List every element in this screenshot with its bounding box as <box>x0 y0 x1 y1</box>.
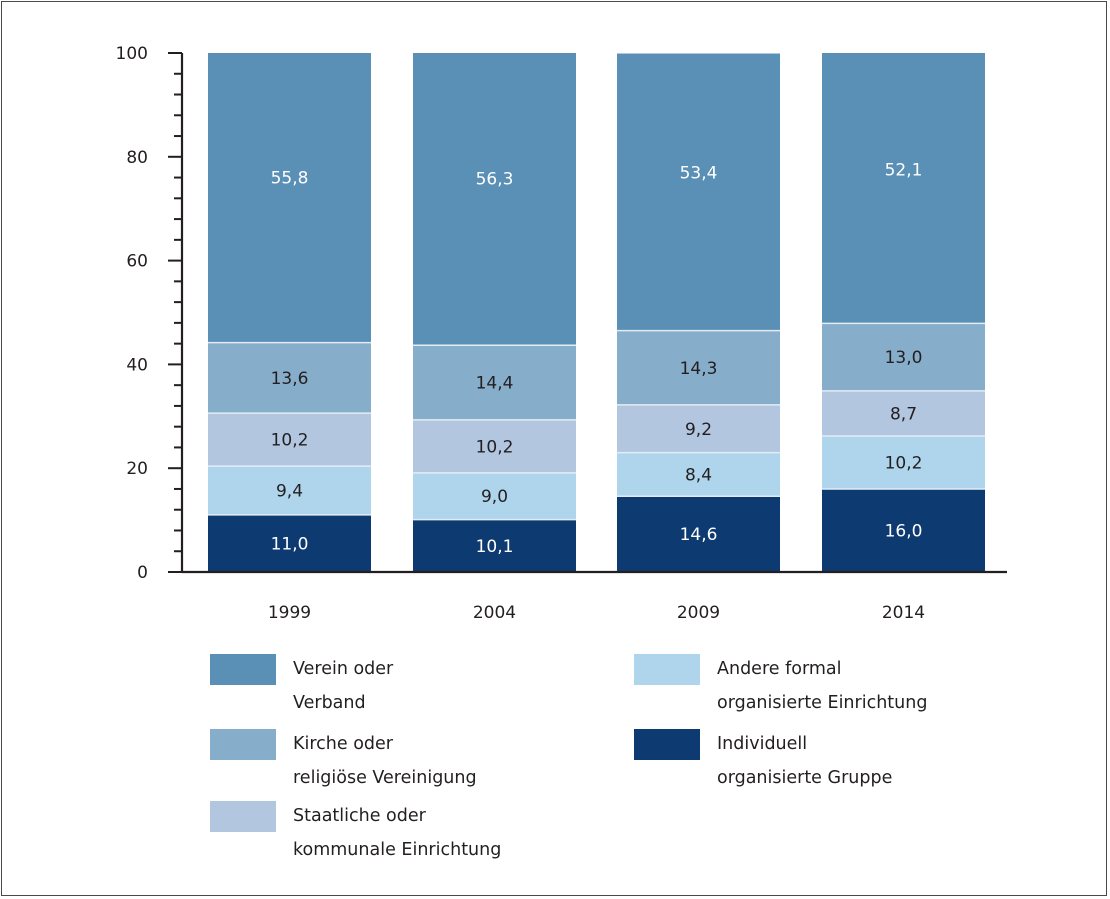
x-axis: 1999 2004 2009 2014 <box>182 570 1007 623</box>
data-label: 11,0 <box>271 534 309 554</box>
x-tick-label: 2004 <box>473 603 516 623</box>
bar-segment <box>822 323 985 391</box>
data-label: 53,4 <box>680 164 718 184</box>
bars: 11,0 9,4 10,2 13,6 55,8 10,1 9,0 10,2 14,4 56,3 14… <box>208 53 985 572</box>
bar-segment <box>208 514 371 572</box>
bar-segment <box>208 413 371 467</box>
data-label: 16,0 <box>885 521 923 541</box>
y-tick-label: 40 <box>126 355 148 375</box>
y-tick-label: 80 <box>126 148 148 168</box>
y-tick-label: 100 <box>116 44 148 64</box>
data-label: 9,2 <box>685 420 712 440</box>
data-label: 13,0 <box>885 348 923 368</box>
bar-segment <box>617 53 780 331</box>
bar-segment <box>617 496 780 572</box>
data-label: 9,0 <box>481 487 508 507</box>
x-tick-label: 2009 <box>677 603 720 623</box>
y-tick-label: 0 <box>137 563 148 583</box>
bar-segment <box>413 53 576 346</box>
bar-segment <box>822 53 985 324</box>
data-label: 14,4 <box>476 374 514 394</box>
data-label: 10,2 <box>476 437 514 457</box>
data-label: 55,8 <box>271 169 309 189</box>
data-label: 14,3 <box>680 359 718 379</box>
data-label: 8,7 <box>890 404 917 424</box>
data-label: 10,2 <box>271 431 309 451</box>
data-label: 9,4 <box>276 482 303 502</box>
y-tick-label: 60 <box>126 252 148 272</box>
data-label: 14,6 <box>680 525 718 545</box>
x-tick-label: 1999 <box>268 603 311 623</box>
bar-segment <box>208 53 371 343</box>
bar-segment <box>413 519 576 572</box>
x-tick-label: 2014 <box>882 603 925 623</box>
bar-segment <box>617 452 780 497</box>
y-tick-label: 20 <box>126 459 148 479</box>
data-label: 10,1 <box>476 537 514 557</box>
bar-segment <box>413 345 576 420</box>
data-label: 8,4 <box>685 465 712 485</box>
bar-segment <box>617 330 780 405</box>
data-label: 56,3 <box>476 170 514 190</box>
bar-segment <box>822 436 985 489</box>
bar-segment <box>413 419 576 473</box>
bar-segment <box>617 404 780 453</box>
bar-segment <box>208 466 371 515</box>
bar-segment <box>822 488 985 572</box>
bar-segment <box>413 472 576 520</box>
bar-segment <box>208 342 371 414</box>
data-label: 10,2 <box>885 453 923 473</box>
bar-segment <box>822 390 985 437</box>
data-label: 52,1 <box>885 160 923 180</box>
y-axis: 0 20 40 60 80 100 <box>116 44 184 583</box>
data-label: 13,6 <box>271 369 309 389</box>
